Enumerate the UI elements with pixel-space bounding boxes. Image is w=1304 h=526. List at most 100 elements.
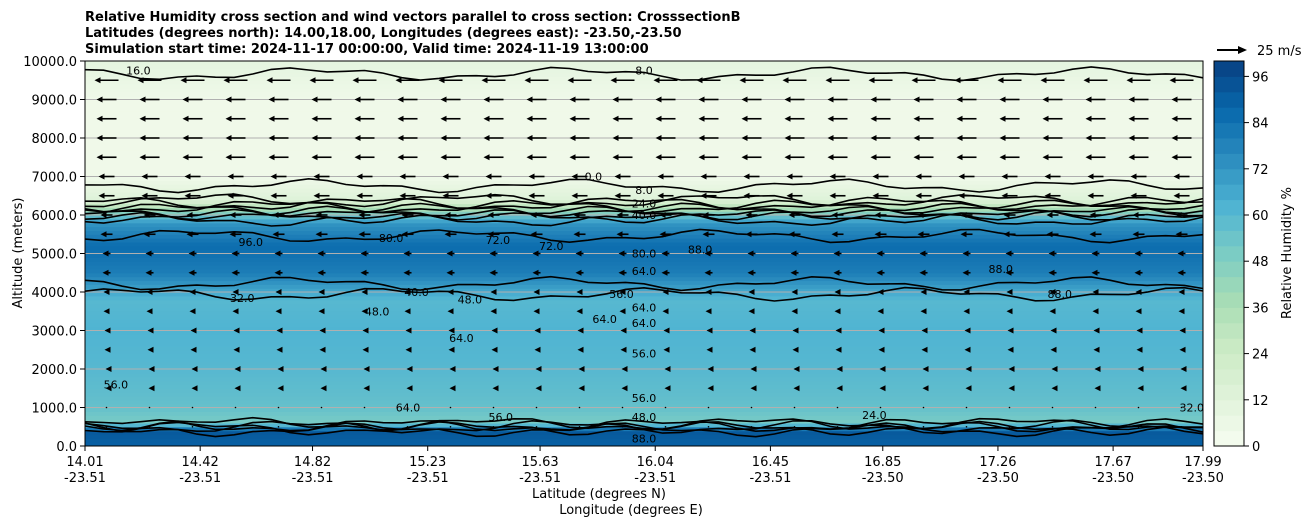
x-tick-label-2: -23.50 [1182,471,1224,486]
wind-vector [664,425,667,428]
colorbar-segment [1214,399,1244,416]
wind-vector [614,192,631,199]
wind-vector [98,173,115,180]
wind-vector [146,289,153,295]
rh-band [85,280,1203,285]
wind-vector [320,366,327,372]
wind-vector [320,385,327,392]
wind-vector [483,115,504,122]
wind-vector [784,96,805,103]
wind-vector [440,135,461,141]
contour-label: 80.0 [379,232,404,245]
wind-vector [1173,173,1190,180]
wind-vector [877,289,884,295]
wind-vector [191,385,198,392]
wind-vector [1179,346,1186,353]
wind-vector [485,173,502,180]
wind-vector [190,327,197,334]
colorbar-segment [1214,369,1244,385]
contour-label: 56.0 [104,378,129,391]
x-tick-label: 17.26 [979,455,1016,470]
wind-vector [1094,366,1101,372]
x-axis-label: Latitude (degrees N) [532,487,666,502]
wind-vector [571,173,588,180]
wind-vector [440,96,461,103]
wind-vector [664,366,671,372]
wind-vector [182,135,203,141]
wind-vector [575,250,584,257]
title-line-1: Relative Humidity cross section and wind… [85,10,741,25]
wind-vector [311,96,332,103]
wind-vector [233,327,240,334]
wind-vector [576,308,583,315]
wind-vector [836,406,839,409]
wind-vector [578,366,585,372]
wind-vector [747,269,756,276]
wind-vector [1008,425,1011,428]
wind-vector [277,385,284,392]
wind-vector [449,425,452,428]
wind-vector [320,425,323,428]
contour-line [85,193,1203,208]
wind-vector [485,192,502,199]
x-tick-label: 14.01 [66,455,103,470]
wind-vector [1179,327,1186,334]
wind-vector [1042,115,1063,122]
wind-vector [270,192,287,199]
wind-vector [578,406,581,409]
y-tick-label: 9000.0 [32,94,78,109]
wind-vector [229,231,242,238]
wind-vector [827,135,848,141]
wind-vector [791,289,798,295]
contour-line [85,420,1203,437]
wind-vector [104,346,111,353]
contour-line [85,286,1203,302]
wind-vector [399,192,416,199]
wind-vector [146,308,153,315]
rh-band [85,311,1203,316]
rh-band [85,349,1203,355]
wind-vector [792,327,799,334]
colorbar-segment [1214,138,1244,154]
wind-vector [913,154,934,161]
wind-vector [100,212,113,218]
wind-vector [1092,308,1099,315]
wind-vector [999,115,1020,122]
wind-vector [105,406,108,409]
wind-vector [489,269,498,276]
wind-vector [190,346,197,353]
wind-vector [405,346,412,353]
y-tick-label: 0.0 [56,440,77,455]
wind-vector [749,346,756,353]
wind-vector [835,346,842,353]
wind-vector [698,154,719,161]
wind-vector [836,366,843,372]
colorbar-tick-label: 72 [1252,163,1269,178]
wind-vector [956,96,977,103]
wind-vector [446,250,455,257]
wind-vector [270,173,287,180]
wind-vector [827,154,848,161]
colorbar-segment [1214,261,1244,278]
contour-label: 40.0 [632,209,657,222]
rh-band [85,61,1203,66]
wind-vector [313,173,330,180]
wind-vector [747,250,756,257]
contour-line [85,228,1203,244]
wind-vector [1085,96,1106,103]
wind-vector [829,173,846,180]
wind-vector [1085,135,1106,141]
wind-vector [406,385,413,392]
rh-band [85,157,1203,162]
wind-vector [231,250,240,257]
x-tick-label: 14.42 [182,455,219,470]
wind-vector [352,77,377,84]
wind-vector [870,154,891,161]
wind-vector [1003,212,1016,218]
wind-vector [141,192,158,199]
wind-vector [104,327,111,334]
wind-vector [225,96,246,103]
wind-vector [700,192,717,199]
colorbar-segment [1214,199,1244,216]
y-tick-label: 4000.0 [32,286,78,301]
